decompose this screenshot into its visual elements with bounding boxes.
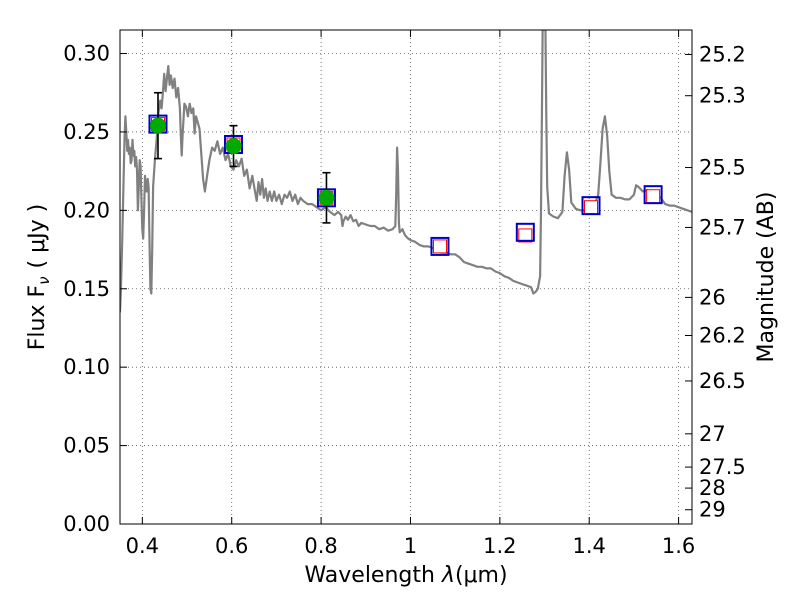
y-tick-label: 0.00 [63, 512, 110, 536]
right-tick-label: 29 [699, 498, 726, 522]
observed-point [149, 117, 166, 134]
right-tick-label: 25.2 [699, 42, 746, 66]
model-photometry-marker [646, 189, 661, 204]
filter-band-marker [515, 222, 535, 242]
x-tick-label: 1.4 [573, 534, 606, 558]
y-tick-label: 0.15 [63, 277, 110, 301]
model-photometry-marker [518, 228, 533, 243]
right-tick-label: 25.7 [699, 215, 746, 239]
x-tick-label: 0.8 [304, 534, 337, 558]
right-tick-label: 27 [699, 422, 726, 446]
spectrum-layer [120, 30, 692, 313]
right-tick-label: 26 [699, 285, 726, 309]
x-tick-label: 0.4 [126, 534, 159, 558]
x-tick-label: 0.6 [215, 534, 248, 558]
filter-band-marker [643, 185, 663, 205]
filter-band-marker [581, 196, 601, 216]
x-axis-label: Wavelength λ(μm) [304, 563, 507, 588]
right-tick-label: 28 [699, 476, 726, 500]
y-tick-label: 0.10 [63, 355, 110, 379]
model-photometry-marker [432, 239, 447, 254]
spectrum-line [120, 30, 692, 313]
right-tick-label: 25.3 [699, 84, 746, 108]
filter-band-marker [430, 236, 450, 256]
right-tick-label: 25.5 [699, 156, 746, 180]
tick-layer: 0.4 0.6 0.8 1 1.2 1.4 1.6 0.00 0.05 0.10 0.15 0.20 0… [63, 30, 746, 558]
y-tick-label: 0.30 [63, 42, 110, 66]
grid-lines [120, 30, 692, 524]
observed-point [318, 189, 335, 206]
y-axis-label-right: Magnitude (AB) [754, 192, 779, 363]
marker-layer [148, 91, 663, 256]
plot-frame [119, 29, 693, 525]
right-tick-label: 27.5 [699, 455, 746, 479]
y-tick-label: 0.20 [63, 198, 110, 222]
y-axis-label-left: Flux Fν( μJy ) [25, 204, 53, 350]
x-tick-label: 1.2 [483, 534, 516, 558]
x-tick-label: 1 [404, 534, 417, 558]
y-tick-label: 0.05 [63, 434, 110, 458]
model-photometry-marker [584, 200, 599, 215]
right-tick-label: 26.2 [699, 323, 746, 347]
observed-point [225, 138, 242, 155]
y-tick-label: 0.25 [63, 120, 110, 144]
x-tick-label: 1.6 [662, 534, 695, 558]
right-tick-label: 26.5 [699, 369, 746, 393]
